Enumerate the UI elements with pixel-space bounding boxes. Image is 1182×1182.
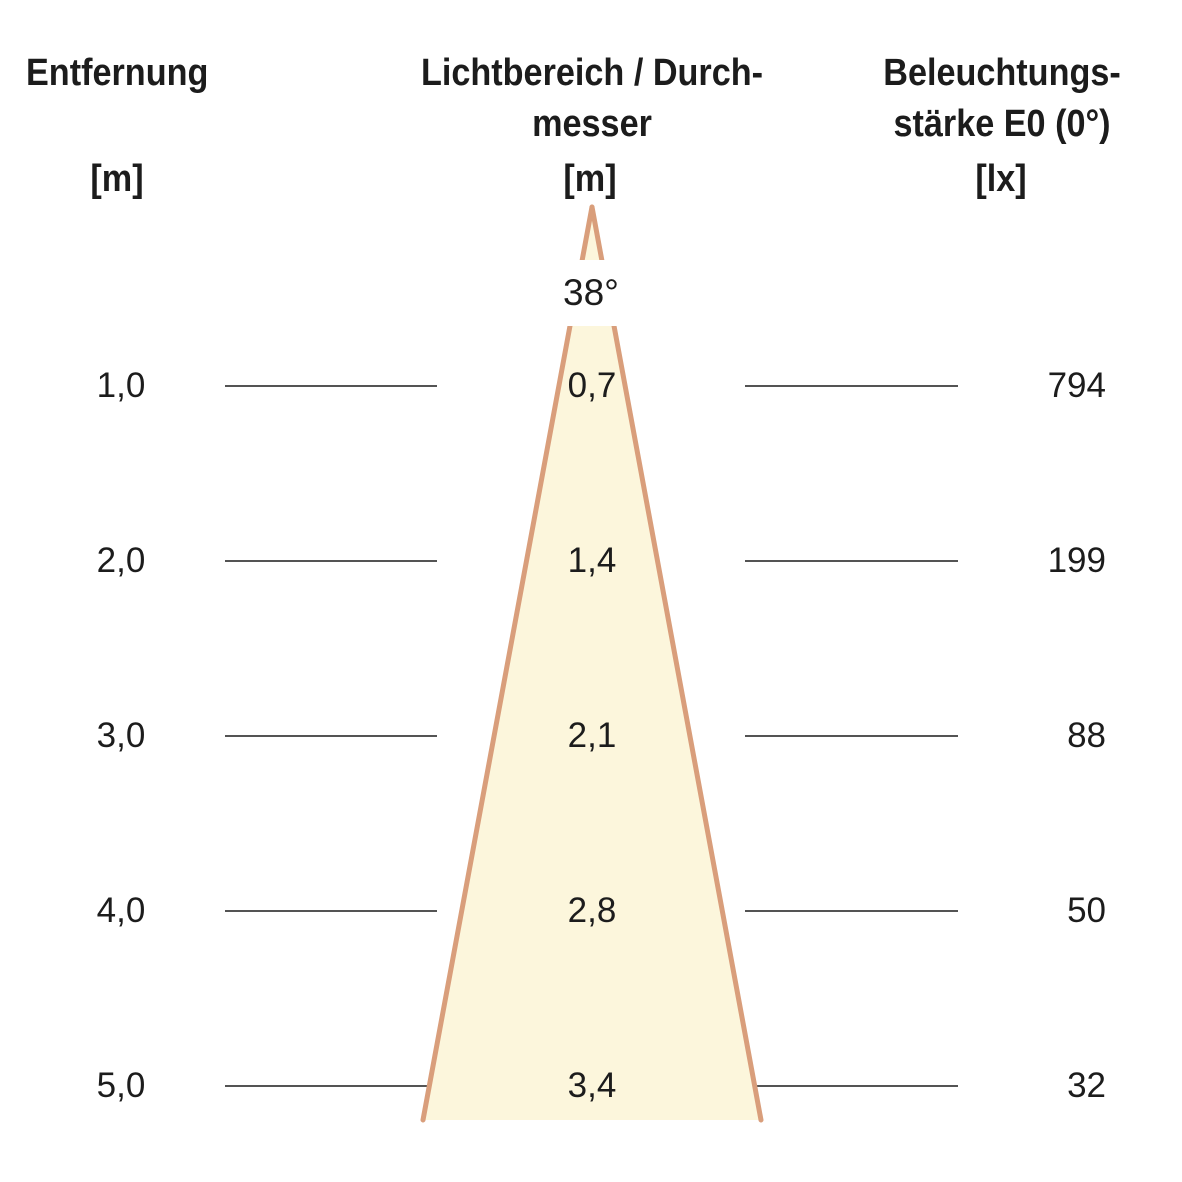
illuminance-value: 50 bbox=[1067, 891, 1106, 930]
illuminance-column-title-line2: stärke E0 (0°) bbox=[893, 103, 1111, 145]
illuminance-value: 794 bbox=[1047, 366, 1106, 405]
illuminance-column-title-line1: Beleuchtungs- bbox=[883, 52, 1121, 94]
diameter-value: 3,4 bbox=[567, 1066, 617, 1105]
diameter-value: 2,8 bbox=[567, 891, 617, 930]
illuminance-value: 199 bbox=[1047, 541, 1106, 580]
beam-column-title-line1: Lichtbereich / Durch- bbox=[420, 52, 764, 94]
light-cone-edge-right bbox=[589, 204, 764, 1123]
distance-value: 5,0 bbox=[96, 1066, 146, 1105]
distance-value: 1,0 bbox=[96, 366, 146, 405]
distance-column-title: Entfernung bbox=[26, 52, 209, 94]
distance-value: 2,0 bbox=[96, 541, 146, 580]
light-cone-fill bbox=[423, 207, 761, 1120]
distance-value: 3,0 bbox=[96, 716, 146, 755]
diameter-value: 2,1 bbox=[567, 716, 617, 755]
beam-column-title-line2: messer bbox=[532, 103, 652, 145]
beam-angle-label: 38° bbox=[563, 272, 619, 313]
illuminance-value: 88 bbox=[1067, 716, 1106, 755]
diameter-value: 1,4 bbox=[567, 541, 617, 580]
beam-unit-label: [m] bbox=[563, 158, 617, 200]
beam-angle-gap-mask bbox=[528, 260, 658, 326]
illuminance-unit-label: [lx] bbox=[975, 158, 1027, 200]
diameter-value: 0,7 bbox=[567, 366, 617, 405]
distance-value: 4,0 bbox=[96, 891, 146, 930]
illuminance-value: 32 bbox=[1067, 1066, 1106, 1105]
distance-unit-label: [m] bbox=[90, 158, 144, 200]
light-cone-edge-left bbox=[420, 204, 595, 1123]
